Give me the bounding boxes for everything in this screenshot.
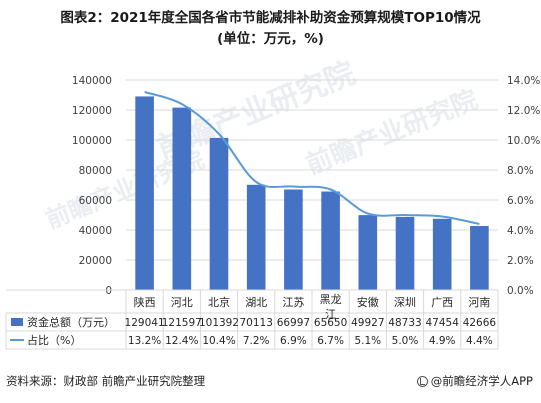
y-right-tick-label: 10.0% (507, 135, 540, 147)
share-value-label: 6.9% (280, 335, 307, 347)
y-left-tick-label: 40000 (79, 225, 112, 237)
category-label: 湖北 (245, 296, 267, 309)
category-label: 河南 (468, 296, 490, 309)
y-right-tick-label: 0.0% (507, 285, 534, 297)
share-value-label: 5.1% (354, 335, 381, 347)
share-value-label: 7.2% (243, 335, 270, 347)
source-note: 资料来源：财政部 前瞻产业研究院整理 (6, 374, 206, 388)
y-left-tick-label: 0 (105, 285, 112, 297)
category-label: 深圳 (394, 296, 416, 309)
bar (209, 137, 229, 290)
bar-value-label: 65650 (314, 317, 347, 329)
y-right-tick-label: 6.0% (507, 195, 534, 207)
y-right-tick-label: 12.0% (507, 105, 540, 117)
y-right-tick-label: 14.0% (507, 75, 540, 87)
y-right-tick-label: 4.0% (507, 225, 534, 237)
category-label: 广西 (431, 296, 453, 309)
category-label: 江苏 (282, 296, 304, 309)
y-left-tick-label: 120000 (72, 105, 112, 117)
category-label: 河北 (171, 296, 193, 309)
bar-value-label: 42666 (463, 317, 497, 329)
bar (358, 215, 378, 290)
y-right-tick-label: 2.0% (507, 255, 534, 267)
bar (321, 191, 340, 290)
share-value-label: 4.9% (429, 335, 456, 347)
share-value-label: 6.7% (317, 335, 344, 347)
bar-value-label: 129041 (125, 317, 165, 329)
brand-credit-text: @前瞻经济学人APP (430, 374, 533, 388)
bar (172, 107, 192, 291)
y-right-tick-label: 8.0% (507, 165, 534, 177)
bar (284, 189, 303, 290)
bar (246, 184, 266, 290)
bar (135, 96, 154, 290)
brand-logo-icon (416, 375, 428, 387)
chart-title: 图表2：2021年度全国各省市节能减排补助资金预算规模TOP10情况 (60, 10, 481, 26)
y-left-tick-label: 100000 (72, 135, 112, 147)
bar (432, 218, 452, 290)
y-left-tick-label: 80000 (79, 165, 112, 177)
category-label: 江 (325, 308, 336, 321)
share-value-label: 13.2% (128, 335, 161, 347)
brand-credit: @前瞻经济学人APP (416, 373, 533, 389)
y-left-tick-label: 20000 (79, 255, 112, 267)
bar (395, 216, 415, 290)
category-label: 安徽 (357, 295, 379, 309)
share-value-label: 10.4% (202, 335, 235, 347)
bar (470, 226, 489, 290)
chart-unit-subtitle: (单位：万元，%) (217, 31, 324, 47)
category-label: 黑龙 (320, 293, 342, 306)
y-left-tick-label: 60000 (79, 195, 112, 207)
bar-value-label: 70113 (239, 317, 272, 329)
share-value-label: 12.4% (165, 335, 198, 347)
share-value-label: 5.0% (392, 335, 419, 347)
bar-value-label: 49927 (351, 317, 384, 329)
category-label: 北京 (208, 295, 230, 309)
bar-value-label: 48733 (388, 317, 421, 329)
bar-legend-swatch (11, 318, 23, 326)
bar-value-label: 101392 (199, 317, 239, 329)
category-label: 陕西 (134, 295, 156, 309)
bar-value-label: 66997 (277, 317, 310, 329)
bar-legend-label: 资金总额（万元） (27, 315, 115, 329)
share-value-label: 4.4% (466, 335, 493, 347)
y-left-tick-label: 140000 (72, 75, 112, 87)
bar-value-label: 47454 (425, 317, 459, 329)
bar-value-label: 121597 (162, 317, 202, 329)
line-legend-label: 占比（%） (27, 333, 81, 347)
share-line (144, 91, 480, 225)
